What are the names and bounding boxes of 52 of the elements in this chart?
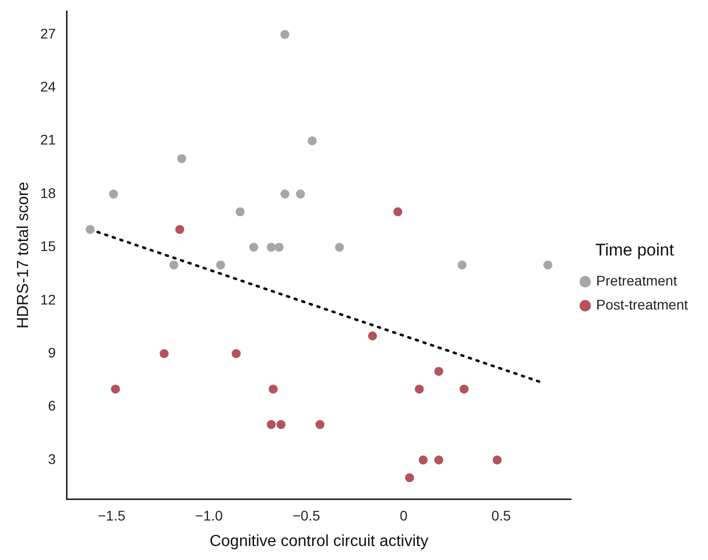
y-tick-label: 21 xyxy=(40,132,56,148)
point xyxy=(276,420,286,430)
point xyxy=(274,242,284,252)
point xyxy=(86,224,95,234)
point xyxy=(236,207,245,216)
point xyxy=(216,260,226,270)
point xyxy=(110,384,120,394)
point xyxy=(266,420,276,430)
point xyxy=(160,349,169,358)
y-tick-label: 27 xyxy=(40,25,56,42)
x-tick-label: −0.5 xyxy=(292,507,320,524)
y-tick-label: 9 xyxy=(48,344,56,360)
point xyxy=(280,30,290,39)
point xyxy=(405,473,414,482)
point xyxy=(232,349,241,358)
point xyxy=(368,331,378,340)
point xyxy=(492,455,502,464)
point xyxy=(434,366,444,376)
y-tick-label: 18 xyxy=(40,184,56,201)
point xyxy=(296,190,305,199)
point xyxy=(334,242,344,252)
point xyxy=(434,455,444,464)
point xyxy=(543,260,552,270)
y-tick-label: 6 xyxy=(48,398,56,414)
point xyxy=(280,190,290,199)
x-tick-label: 0 xyxy=(400,507,408,524)
point xyxy=(177,154,186,164)
x-tick-label: −1.0 xyxy=(195,507,223,524)
x-axis-title: Cognitive control circuit activity xyxy=(210,532,428,550)
point xyxy=(418,455,428,464)
y-tick-label: 12 xyxy=(40,291,56,308)
legend-label: Pretreatment xyxy=(596,272,678,289)
point xyxy=(308,136,317,146)
point xyxy=(169,260,178,270)
y-axis-title: HDRS-17 total score xyxy=(15,182,32,329)
legend-label: Post-treatment xyxy=(596,296,688,313)
y-tick-label: 24 xyxy=(40,78,56,94)
y-tick-label: 15 xyxy=(40,238,56,254)
x-tick-label: 0.5 xyxy=(491,507,512,524)
point xyxy=(393,207,402,216)
point xyxy=(268,384,278,394)
point xyxy=(414,384,424,394)
point xyxy=(109,190,118,199)
point xyxy=(315,420,324,430)
point xyxy=(460,384,469,394)
point xyxy=(249,242,258,252)
legend-title: Time point xyxy=(595,240,674,260)
point xyxy=(266,242,276,252)
x-tick-label: −1.5 xyxy=(98,507,126,524)
point xyxy=(458,260,467,270)
y-tick-label: 3 xyxy=(48,450,56,467)
point xyxy=(175,224,184,234)
